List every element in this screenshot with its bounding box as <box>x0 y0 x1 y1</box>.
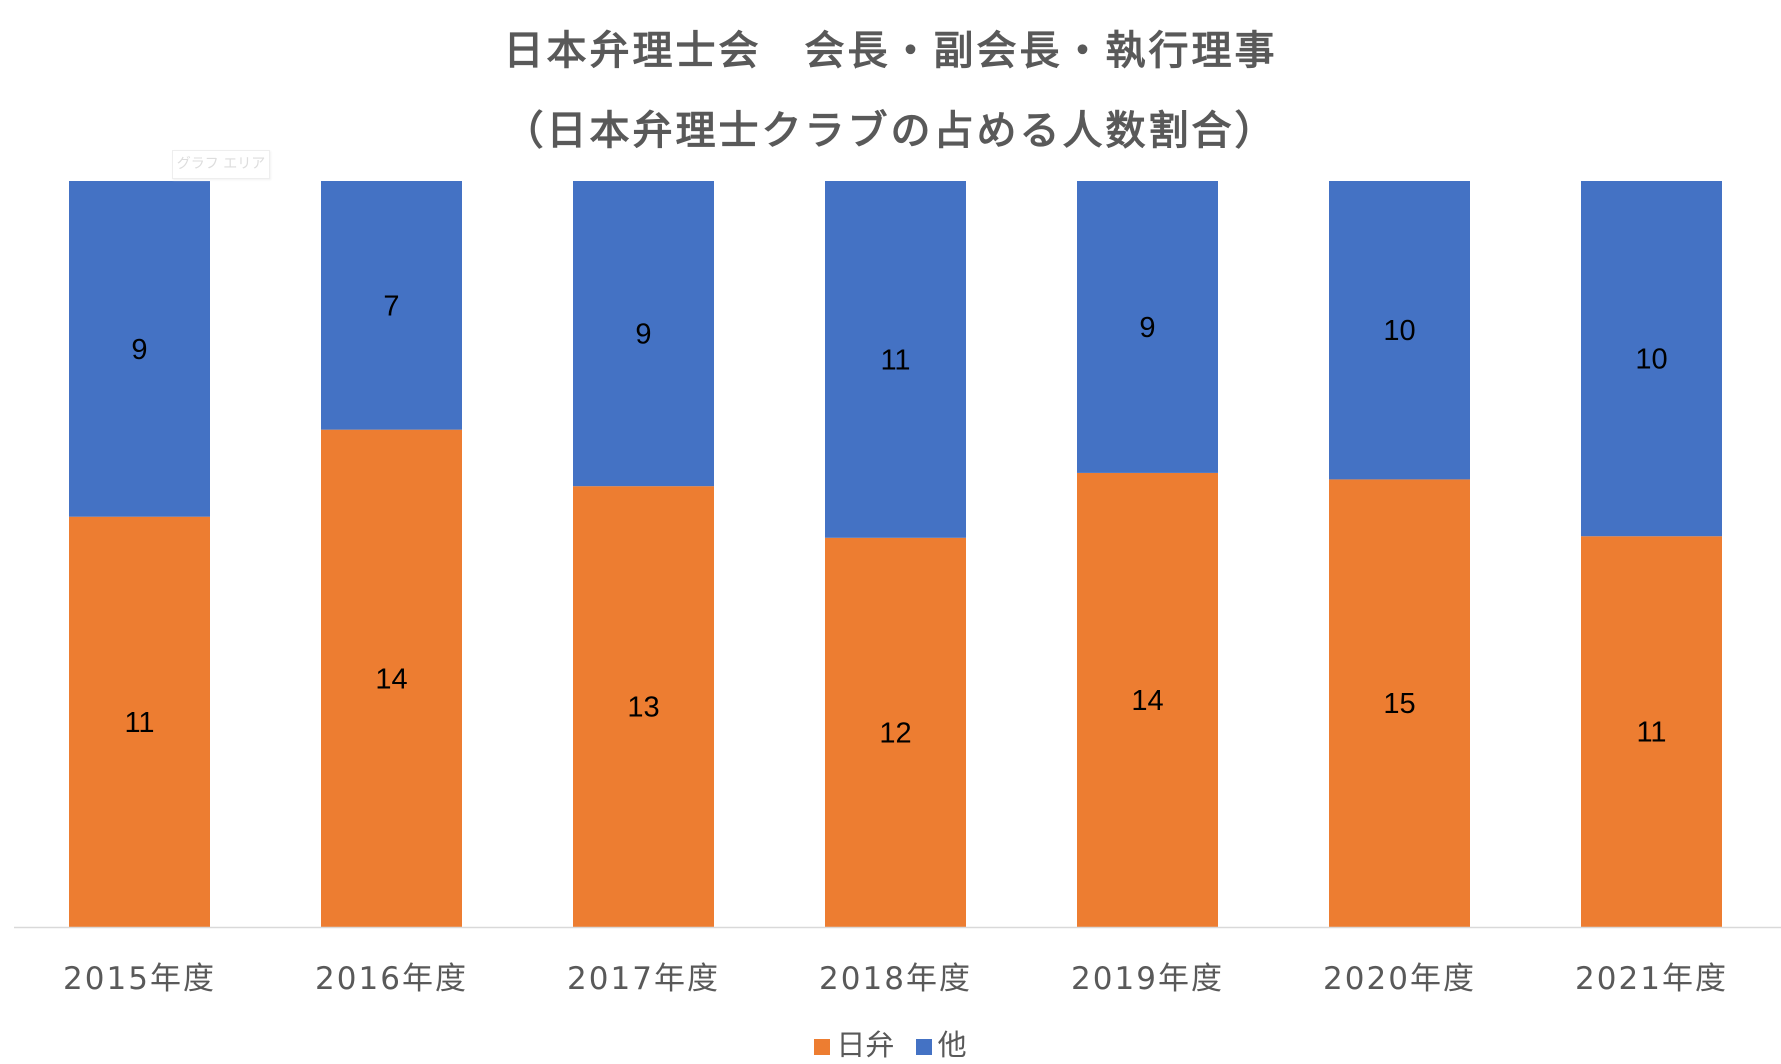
bar-other-2017年度[interactable] <box>573 181 714 487</box>
bar-nichiben-2015年度[interactable] <box>69 516 210 927</box>
x-tick-label: 2015年度 <box>63 961 216 997</box>
bar-other-2018年度[interactable] <box>825 181 966 538</box>
bar-other-2019年度[interactable] <box>1077 181 1218 473</box>
data-label: 15 <box>1383 688 1415 720</box>
data-label: 11 <box>124 707 154 739</box>
data-label: 14 <box>375 663 407 695</box>
x-tick-label: 2017年度 <box>567 961 720 997</box>
bar-nichiben-2017年度[interactable] <box>573 486 714 927</box>
chart-title-line-2: （日本弁理士クラブの占める人数割合） <box>503 108 1278 154</box>
data-label: 9 <box>131 334 147 366</box>
bar-nichiben-2021年度[interactable] <box>1581 536 1722 927</box>
data-label: 10 <box>1635 344 1667 376</box>
data-label: 9 <box>1139 312 1155 344</box>
bar-nichiben-2018年度[interactable] <box>825 537 966 927</box>
data-label: 10 <box>1383 315 1415 347</box>
data-label: 12 <box>879 717 911 749</box>
x-tick-label: 2020年度 <box>1323 961 1476 997</box>
legend-swatch-nichiben <box>814 1039 831 1055</box>
x-tick-label: 2016年度 <box>315 961 468 997</box>
data-label: 13 <box>627 692 659 724</box>
x-tick-label: 2019年度 <box>1071 961 1224 997</box>
data-label: 7 <box>383 290 399 322</box>
bar-other-2020年度[interactable] <box>1329 181 1470 480</box>
bar-nichiben-2016年度[interactable] <box>321 429 462 927</box>
legend-item-nichiben[interactable]: 日弁 <box>814 1028 894 1062</box>
chart-title-line-1: 日本弁理士会 会長・副会長・執行理事 <box>503 28 1278 74</box>
chart-area-tooltip: グラフ エリア <box>172 150 270 179</box>
bar-other-2016年度[interactable] <box>321 181 462 430</box>
data-label: 11 <box>880 344 910 376</box>
x-tick-label: 2021年度 <box>1575 961 1728 997</box>
data-label: 11 <box>1636 717 1666 749</box>
legend-label-nichiben: 日弁 <box>836 1028 895 1062</box>
data-label: 14 <box>1131 685 1163 717</box>
chart-plot[interactable]: 11 9 2015年度 14 7 2016年度 13 9 2017年度 12 11 2018年度 14 9… <box>0 0 1781 1000</box>
legend-swatch-other <box>915 1039 932 1055</box>
bar-nichiben-2019年度[interactable] <box>1077 472 1218 927</box>
bar-nichiben-2020年度[interactable] <box>1329 479 1470 927</box>
bar-other-2015年度[interactable] <box>69 181 210 517</box>
x-tick-label: 2018年度 <box>819 961 972 997</box>
legend[interactable]: 日弁 他 <box>0 1022 1781 1064</box>
legend-label-other: 他 <box>937 1028 967 1062</box>
legend-item-other[interactable]: 他 <box>915 1028 967 1062</box>
data-label: 9 <box>635 319 651 351</box>
bar-other-2021年度[interactable] <box>1581 181 1722 537</box>
